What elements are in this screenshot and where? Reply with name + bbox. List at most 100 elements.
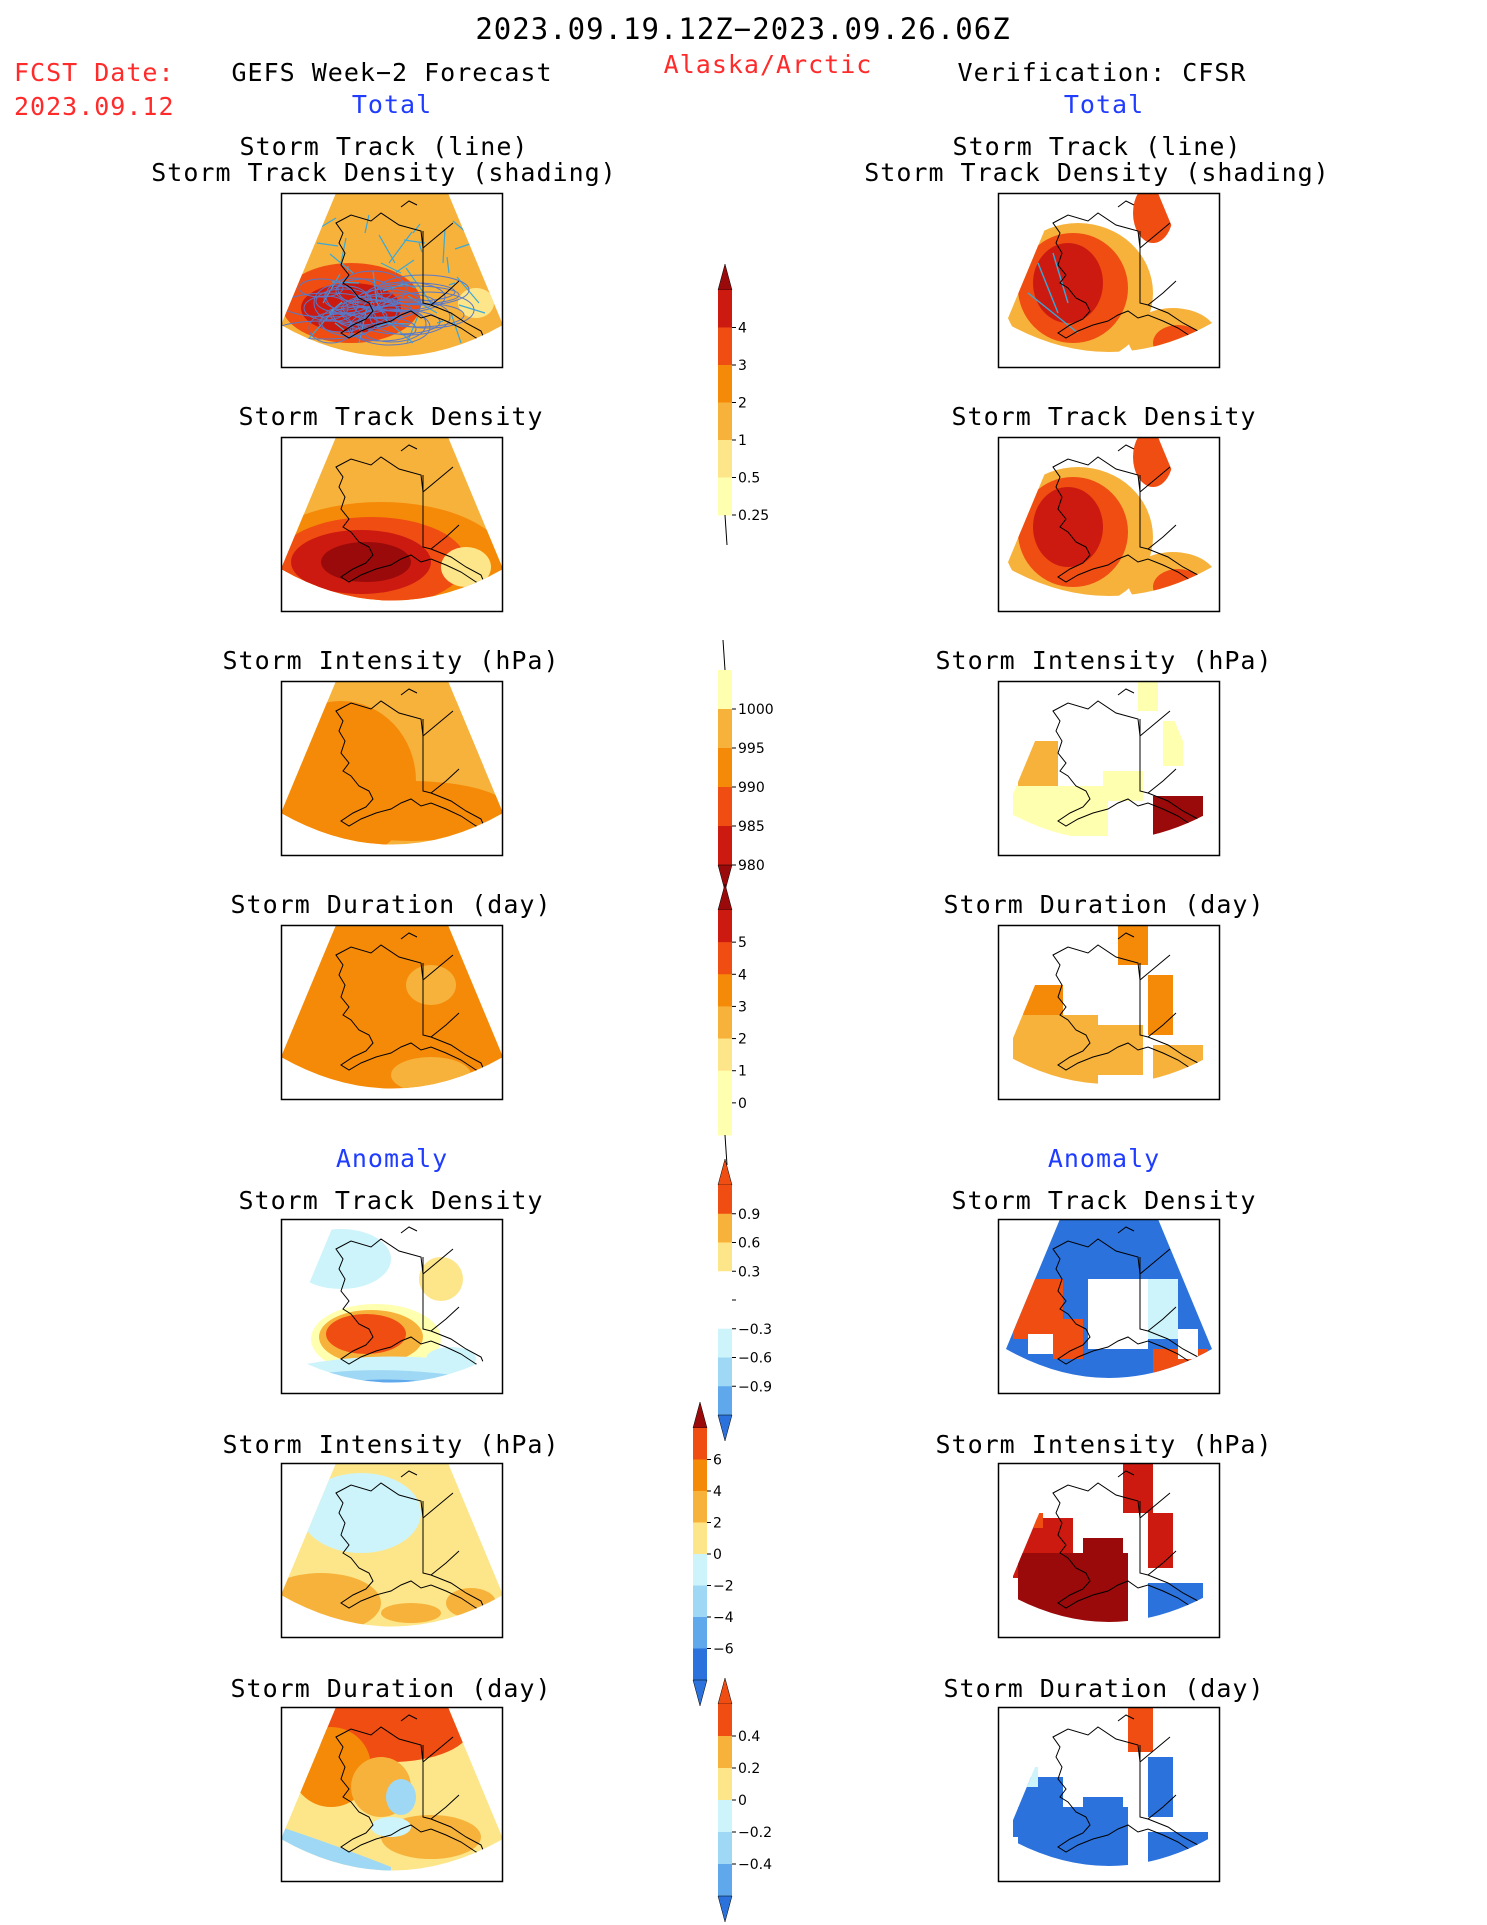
right-duration-title: Storm Duration (day)	[943, 890, 1265, 919]
colorbar-segment	[718, 1386, 732, 1416]
map-panel	[280, 1462, 504, 1639]
coastline	[400, 1226, 460, 1332]
colorbar-tick-label: 0.5	[738, 471, 760, 487]
coastline	[1117, 1226, 1177, 1332]
storm-track-line	[364, 281, 446, 313]
left-title: GEFS Week−2 Forecast	[231, 58, 553, 87]
colorbar-segment	[718, 787, 732, 827]
storm-track-line	[298, 278, 344, 298]
colorbar-tick-label: 995	[738, 741, 765, 757]
map-panel	[997, 192, 1221, 369]
storm-track-line	[281, 202, 312, 214]
colorbar-tick-label: −0.4	[738, 1857, 772, 1873]
storm-track-line	[371, 302, 465, 328]
shade-region	[1148, 1757, 1173, 1817]
shade-region	[1133, 437, 1173, 487]
shade-region	[1098, 1025, 1143, 1075]
left-anomaly-label: Anomaly	[335, 1144, 449, 1173]
coastline	[400, 1714, 460, 1820]
colorbar-tick-label: −0.6	[738, 1351, 772, 1367]
colorbar-segment	[693, 1554, 707, 1586]
colorbar-segment	[718, 1006, 732, 1040]
right-anom-duration-title: Storm Duration (day)	[943, 1674, 1265, 1703]
panel-frame	[997, 192, 1221, 369]
storm-track-line	[418, 242, 423, 253]
coastline	[1117, 200, 1177, 306]
colorbar-tick-label: 985	[738, 819, 765, 835]
shade-region	[381, 1603, 441, 1623]
map-panel	[997, 1218, 1221, 1395]
storm-track-line	[369, 298, 451, 336]
shade-region	[301, 1473, 421, 1553]
colorbar: 1000 995 990 985 980	[717, 639, 774, 892]
colorbar-arrow	[692, 1401, 708, 1429]
colorbar-tick-label: 0	[713, 1547, 722, 1563]
panel-frame	[997, 1706, 1221, 1883]
map-panel	[280, 192, 504, 369]
panel-frame	[280, 1462, 504, 1639]
shade-region	[446, 1588, 496, 1618]
colorbar-tick-label: 0	[738, 1096, 747, 1112]
colorbar-tick-label: 3	[738, 358, 747, 374]
colorbar-tick-label: 0.25	[738, 508, 769, 524]
storm-track-line	[1037, 262, 1059, 314]
colorbar-segment	[718, 1070, 732, 1104]
coastline	[400, 444, 460, 550]
shade-region	[1123, 1463, 1153, 1513]
panel-frame	[997, 924, 1221, 1101]
storm-track-line	[381, 291, 475, 329]
colorbar: 0.4 0.2 0 −0.2 −0.4	[717, 1677, 772, 1923]
colorbar-tick-label: 0.3	[738, 1264, 760, 1280]
right-total-label: Total	[1063, 90, 1145, 119]
colorbar-tick-label: 4	[713, 1484, 722, 1500]
left-density-title: Storm Track Density	[238, 402, 544, 431]
right-density-title: Storm Track Density	[951, 402, 1257, 431]
colorbar-segment	[718, 1832, 732, 1865]
colorbar-tick-label: 4	[738, 967, 747, 983]
colorbar-tick-label: 4	[738, 321, 747, 337]
panel-frame	[280, 1218, 504, 1395]
colorbar-segment	[718, 1213, 732, 1243]
colorbar-segment	[718, 910, 732, 943]
colorbar: 0.9 0.6 0.3 −0.3 −0.6 −0.9	[717, 1158, 772, 1442]
shade-region	[458, 288, 494, 318]
coastline	[400, 932, 460, 1038]
right-anom-intensity-title: Storm Intensity (hPa)	[935, 1430, 1273, 1459]
storm-track-line	[442, 228, 446, 264]
shade-region	[1153, 325, 1203, 352]
panel-frame	[997, 436, 1221, 613]
colorbar-tick-label: 0.4	[738, 1729, 760, 1745]
map-panel	[997, 1706, 1221, 1883]
period-title: 2023.09.19.12Z−2023.09.26.06Z	[475, 12, 1011, 46]
colorbar-segment	[718, 670, 732, 710]
panel-frame	[997, 1462, 1221, 1639]
panel-frame	[997, 680, 1221, 857]
map-panel	[280, 924, 504, 1101]
shade-region	[1138, 681, 1158, 711]
coastline	[1117, 1714, 1177, 1820]
storm-track-line	[405, 267, 432, 304]
storm-track-line	[406, 315, 419, 344]
map-panel	[280, 1706, 504, 1883]
shade-region	[1083, 1538, 1123, 1578]
colorbar-tick-label: 0.2	[738, 1761, 760, 1777]
colorbar: 6 4 2 0 −2 −4 −6	[692, 1401, 734, 1707]
storm-track-line	[450, 312, 462, 344]
shade-region	[1013, 786, 1108, 836]
colorbar-arrow	[717, 883, 733, 911]
storm-track-line	[281, 320, 370, 340]
colorbar-segment	[718, 440, 732, 478]
shade-region	[1028, 1334, 1053, 1354]
colorbar-tick-label: 6	[713, 1453, 722, 1469]
colorbar-arrow	[717, 1414, 733, 1442]
colorbar-segment	[718, 477, 732, 516]
shade-region	[426, 1347, 476, 1371]
colorbar-segment	[693, 1459, 707, 1492]
shade-region	[1153, 796, 1203, 840]
shade-region	[431, 701, 491, 781]
colorbar-tick-label: −0.2	[738, 1825, 772, 1841]
shade-region	[1178, 1329, 1198, 1359]
map-panel	[997, 680, 1221, 857]
coastline	[1117, 444, 1177, 550]
